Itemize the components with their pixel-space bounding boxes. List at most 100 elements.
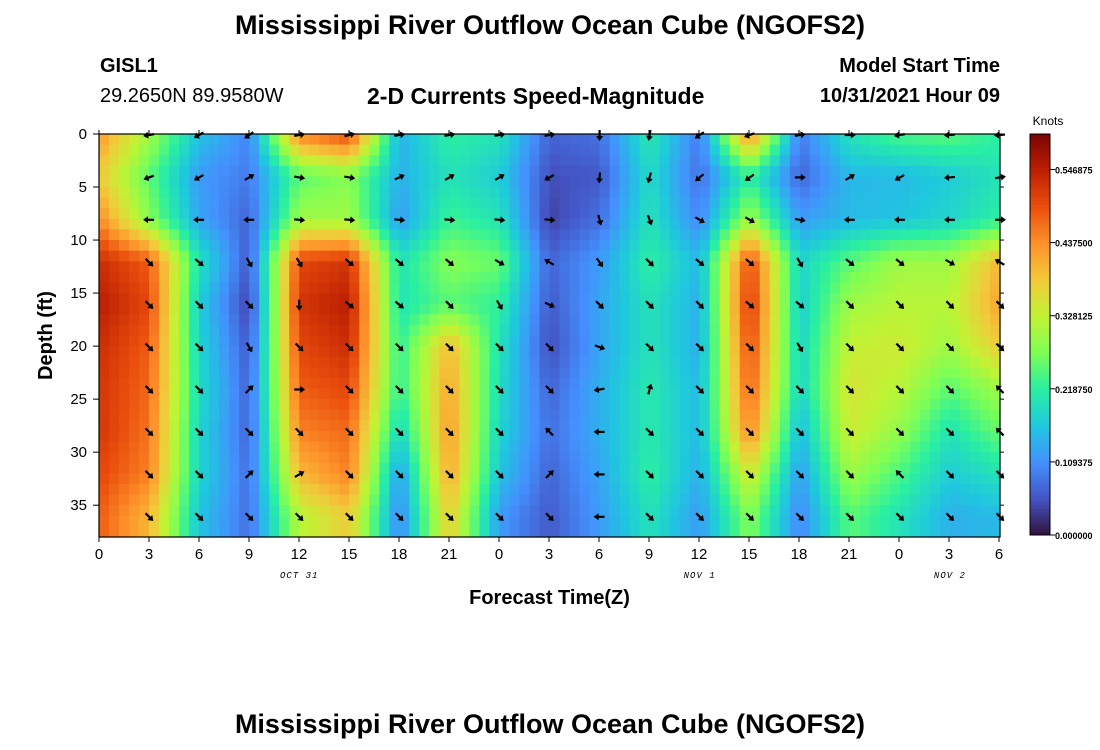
heatmap-cell: [579, 367, 591, 379]
heatmap-cell: [399, 293, 410, 305]
heatmap-cell: [219, 240, 230, 252]
x-tick-label: 6: [595, 546, 603, 563]
heatmap-cell: [829, 335, 841, 347]
heatmap-cell: [429, 335, 440, 347]
heatmap-cell: [899, 399, 911, 411]
heatmap-cell: [609, 208, 621, 220]
heatmap-cell: [749, 250, 761, 262]
heatmap-cell: [159, 505, 170, 517]
heatmap-cell: [669, 335, 681, 347]
heatmap-cell: [439, 261, 450, 273]
current-arrow: [845, 427, 855, 437]
heatmap-cell: [519, 218, 531, 231]
heatmap-cell: [489, 324, 501, 337]
heatmap-cell: [659, 473, 671, 485]
heatmap-cell: [969, 197, 981, 209]
heatmap-cell: [419, 515, 430, 527]
heatmap-cell: [99, 303, 110, 315]
heatmap-cell: [519, 314, 531, 326]
heatmap-cell: [599, 144, 611, 156]
heatmap-cell: [299, 165, 310, 178]
heatmap-cell: [269, 208, 280, 220]
heatmap-cell: [939, 409, 951, 421]
heatmap-cell: [219, 526, 230, 538]
heatmap-cell: [449, 229, 460, 241]
heatmap-cell: [799, 452, 811, 464]
heatmap-cell: [349, 388, 360, 400]
heatmap-cell: [239, 144, 250, 156]
heatmap-cell: [909, 261, 921, 273]
heatmap-cell: [979, 176, 991, 188]
heatmap-cell: [489, 229, 501, 241]
heatmap-cell: [699, 483, 711, 496]
heatmap-cell: [249, 218, 260, 231]
heatmap-cell: [919, 303, 931, 315]
heatmap-cell: [829, 229, 841, 241]
heatmap-cell: [569, 441, 581, 453]
heatmap-cell: [469, 282, 481, 294]
heatmap-cell: [529, 356, 541, 368]
heatmap-cell: [389, 515, 400, 527]
heatmap-cell: [509, 430, 521, 443]
heatmap-cell: [329, 303, 340, 315]
heatmap-cell: [909, 494, 921, 506]
heatmap-cell: [829, 165, 841, 178]
heatmap-cell: [829, 176, 841, 188]
heatmap-cell: [619, 346, 631, 358]
heatmap-cell: [649, 367, 661, 379]
heatmap-cell: [139, 314, 150, 326]
heatmap-cell: [349, 240, 360, 252]
heatmap-cell: [319, 165, 330, 178]
heatmap-cell: [799, 176, 811, 188]
heatmap-cell: [479, 208, 491, 220]
heatmap-cell: [729, 293, 741, 305]
heatmap-cell: [849, 367, 861, 379]
heatmap-cell: [899, 324, 911, 337]
heatmap-cell: [669, 324, 681, 337]
heatmap-cell: [649, 335, 661, 347]
heatmap-cell: [349, 452, 360, 464]
colorbar-segment: [1030, 220, 1050, 225]
current-arrow: [445, 342, 454, 352]
heatmap-cell: [379, 346, 390, 358]
heatmap-cell: [919, 441, 931, 453]
heatmap-cell: [909, 473, 921, 485]
heatmap-cell: [239, 218, 250, 231]
heatmap-cell: [739, 324, 751, 337]
heatmap-cell: [409, 409, 420, 421]
heatmap-cell: [689, 388, 701, 400]
colorbar-segment: [1030, 180, 1050, 185]
heatmap-cell: [619, 314, 631, 326]
heatmap-cell: [119, 293, 130, 305]
heatmap-cell: [409, 229, 420, 241]
heatmap-cell: [739, 441, 751, 453]
heatmap-cell: [629, 187, 641, 199]
heatmap-cell: [799, 462, 811, 474]
heatmap-cell: [359, 335, 370, 347]
heatmap-cell: [879, 399, 891, 411]
heatmap-cell: [329, 462, 340, 474]
heatmap-cell: [189, 314, 200, 326]
heatmap-cell: [549, 473, 561, 485]
heatmap-cell: [989, 165, 1001, 178]
heatmap-cell: [259, 282, 270, 294]
heatmap-cell: [479, 399, 491, 411]
heatmap-cell: [109, 346, 120, 358]
heatmap-cell: [109, 324, 120, 337]
heatmap-cell: [569, 218, 581, 231]
heatmap-cell: [739, 197, 751, 209]
heatmap-cell: [419, 134, 430, 146]
heatmap-cell: [979, 420, 991, 432]
heatmap-cell: [369, 430, 380, 443]
heatmap-cell: [699, 208, 711, 220]
heatmap-cell: [409, 155, 420, 167]
heatmap-cell: [169, 208, 180, 220]
heatmap-cell: [979, 452, 991, 464]
heatmap-cell: [819, 218, 831, 231]
heatmap-cell: [749, 515, 761, 527]
heatmap-cell: [339, 197, 350, 209]
heatmap-cell: [769, 324, 781, 337]
heatmap-cell: [719, 134, 731, 146]
heatmap-cell: [989, 473, 1001, 485]
model-start-label: Model Start Time: [839, 55, 1000, 77]
